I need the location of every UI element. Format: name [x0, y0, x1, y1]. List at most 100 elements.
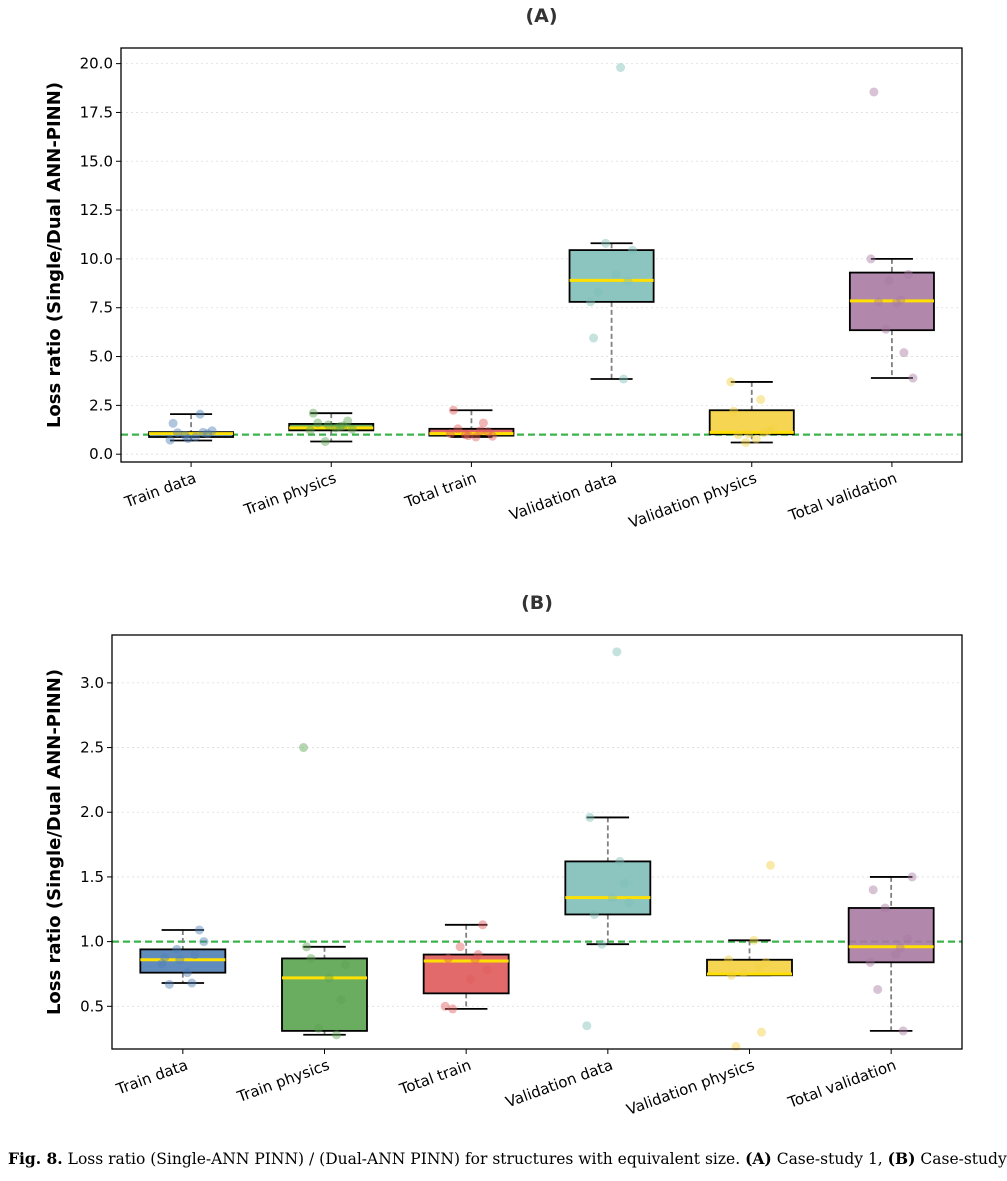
- data-point: [899, 348, 909, 358]
- data-point: [884, 275, 894, 285]
- data-point: [868, 885, 878, 895]
- figure-caption: Fig. 8. Loss ratio (Single-ANN PINN) / (…: [8, 1149, 1007, 1168]
- data-point: [478, 418, 488, 428]
- caption-b-tag: (B): [887, 1149, 916, 1168]
- data-point: [332, 1030, 341, 1040]
- data-point: [482, 965, 492, 975]
- data-point: [473, 950, 483, 960]
- data-point: [183, 434, 193, 444]
- y-tick-label: 7.5: [89, 299, 113, 317]
- plot-frame: [120, 47, 963, 463]
- data-point: [341, 960, 350, 970]
- chart-panel-b: 0.5 1.0 1.5 2.0 2.5 3.0 Train data Train physic…: [44, 592, 963, 1119]
- data-point: [749, 935, 759, 945]
- figure-canvas: 0.0 2.5 5.0 7.5 10.0 12.5 15.0 17.5 20.0 Train da…: [44, 5, 963, 1119]
- data-point: [453, 424, 463, 434]
- data-point: [190, 950, 200, 960]
- data-point: [187, 978, 197, 988]
- data-point: [305, 425, 315, 435]
- data-point: [601, 238, 611, 248]
- data-point: [741, 437, 751, 447]
- data-point: [611, 270, 621, 280]
- data-point: [198, 427, 208, 437]
- data-point: [751, 434, 761, 444]
- plot-frame: [111, 634, 963, 1050]
- data-point: [195, 409, 205, 419]
- data-point: [756, 395, 766, 405]
- data-point: [182, 968, 192, 978]
- data-point: [302, 942, 311, 952]
- data-point: [896, 295, 906, 305]
- x-tick-label: Total validation: [785, 469, 899, 525]
- x-tick-label: Train physics: [241, 469, 339, 519]
- box-total-validation: [848, 87, 935, 383]
- data-point: [597, 939, 607, 949]
- box-validation-data: [568, 63, 655, 384]
- data-point: [727, 970, 736, 980]
- x-tick-label: Validation data: [503, 1056, 615, 1111]
- caption-b-text: Case-study 2.: [920, 1150, 1007, 1168]
- caption-text: Loss ratio (Single-ANN PINN) / (Dual-ANN…: [67, 1150, 741, 1168]
- box-validation-data: [564, 647, 652, 1031]
- data-point: [308, 408, 318, 418]
- data-point: [164, 979, 174, 989]
- data-point: [343, 416, 353, 426]
- x-tick-label: Validation physics: [624, 1056, 757, 1119]
- data-point: [869, 87, 879, 97]
- data-point: [582, 1021, 592, 1031]
- data-point: [903, 934, 913, 944]
- data-point: [324, 973, 334, 983]
- data-point: [766, 860, 775, 870]
- data-point: [619, 878, 629, 888]
- box-iqr: [708, 409, 795, 436]
- y-tick-label: 2.5: [89, 396, 113, 414]
- data-point: [475, 426, 485, 436]
- data-point: [160, 952, 170, 962]
- data-point: [448, 405, 458, 415]
- data-point: [623, 276, 633, 286]
- data-point: [175, 955, 185, 965]
- data-point: [744, 429, 754, 439]
- y-tick-label: 3.0: [80, 674, 104, 692]
- data-point: [624, 898, 634, 908]
- data-point: [165, 435, 175, 445]
- data-point: [460, 430, 470, 440]
- chart-panel-a: 0.0 2.5 5.0 7.5 10.0 12.5 15.0 17.5 20.0 Train da…: [44, 5, 963, 532]
- data-point: [880, 903, 890, 913]
- y-axis-label: Loss ratio (Single/Dual ANN-PINN): [44, 82, 65, 428]
- data-point: [207, 426, 217, 436]
- data-point: [895, 943, 905, 953]
- data-point: [157, 959, 167, 969]
- data-point: [314, 1023, 323, 1033]
- data-point: [891, 950, 901, 960]
- y-tick-label: 2.0: [80, 803, 104, 821]
- box-iqr: [847, 907, 935, 964]
- data-point: [757, 1027, 766, 1037]
- data-point: [586, 297, 596, 307]
- box-iqr: [281, 957, 368, 1032]
- y-tick-label: 0.5: [80, 997, 104, 1015]
- data-point: [881, 324, 891, 334]
- y-tick-label: 15.0: [80, 152, 113, 170]
- box-iqr: [564, 860, 652, 916]
- data-point: [445, 429, 455, 439]
- data-point: [759, 428, 769, 438]
- x-tick-label: Train data: [113, 1056, 190, 1099]
- data-point: [323, 420, 333, 430]
- x-tick-label: Total train: [401, 469, 478, 512]
- data-point: [443, 953, 453, 963]
- data-point: [733, 430, 743, 440]
- data-point: [903, 270, 913, 280]
- y-tick-label: 12.5: [80, 201, 113, 219]
- data-point: [726, 377, 736, 387]
- data-point: [313, 418, 323, 428]
- data-point: [768, 424, 778, 434]
- data-point: [487, 431, 497, 441]
- data-point: [873, 297, 883, 307]
- y-tick-label: 20.0: [80, 55, 113, 73]
- data-point: [180, 431, 190, 441]
- chart-title: (A): [525, 5, 557, 27]
- x-tick-label: Total train: [396, 1056, 473, 1099]
- data-point: [471, 432, 481, 442]
- y-tick-label: 2.5: [80, 739, 104, 757]
